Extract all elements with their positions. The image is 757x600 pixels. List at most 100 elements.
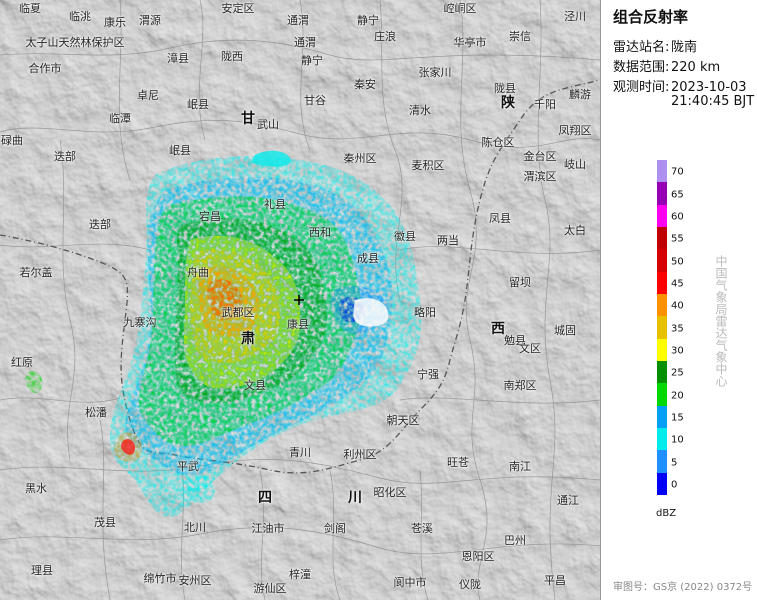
place-label: 通渭: [287, 14, 309, 27]
place-label: 金台区: [523, 150, 557, 163]
place-label: 阆中市: [393, 576, 427, 589]
place-label: 略阳: [414, 306, 436, 319]
legend-swatch: [657, 227, 667, 250]
province-label: 西: [491, 321, 505, 337]
legend-tick-label: 15: [671, 412, 684, 424]
range-value: 220 km: [671, 60, 721, 75]
place-label: 静宁: [357, 14, 379, 27]
legend-tick-label: 0: [671, 479, 678, 491]
place-label: 清水: [409, 104, 431, 117]
place-label: 凤县: [489, 212, 511, 225]
place-label: 恩阳区: [461, 550, 495, 563]
legend-tick-label: 45: [671, 278, 684, 290]
time-label: 观测时间:: [613, 80, 670, 95]
place-label: 碌曲: [1, 134, 23, 147]
place-label: 留坝: [509, 276, 531, 289]
place-label: 文区: [519, 342, 541, 355]
legend-swatch: [657, 361, 667, 384]
place-label: 旺苍: [447, 456, 469, 469]
province-boundaries: [0, 79, 600, 474]
legend-swatch: [657, 405, 667, 429]
place-label: 临夏: [19, 2, 41, 15]
time-clock: 21:40:45 BJT: [671, 94, 755, 109]
legend-swatch: [657, 472, 667, 496]
place-label: 昭化区: [373, 486, 407, 499]
place-label: 巴州: [504, 534, 526, 547]
legend-swatch: [657, 249, 667, 273]
place-label: 张家川: [418, 66, 452, 79]
place-label: 青川: [289, 446, 311, 459]
place-label: 文县: [244, 379, 266, 392]
place-label: 秦安: [354, 78, 376, 91]
legend-swatch: [657, 294, 667, 317]
map-approval-number: 审图号：GS京 (2022) 0372号: [613, 582, 753, 593]
place-label: 太子山天然林保护区: [25, 36, 125, 49]
place-label: 岷县: [187, 98, 209, 111]
legend-tick-label: 60: [671, 211, 684, 223]
place-label: 武山: [257, 118, 279, 131]
place-label: 若尔盖: [19, 266, 53, 279]
legend-tick-label: 20: [671, 390, 684, 402]
place-label: 勉县: [504, 334, 526, 347]
place-label: 剑阁: [324, 522, 346, 535]
place-label: 南江: [509, 460, 531, 473]
place-label: 华亭市: [453, 36, 487, 49]
place-label: 康县: [287, 318, 309, 331]
legend-tick-label: 70: [671, 166, 684, 178]
place-label: 凤翔区: [558, 124, 592, 137]
place-label: 徽县: [394, 230, 416, 243]
organization-vertical: 中国气象局雷达气象中心: [714, 255, 728, 387]
province-label: 甘: [241, 111, 255, 127]
radar-echo: [25, 150, 422, 518]
place-label: 朝天区: [386, 414, 420, 427]
legend-tick-label: 55: [671, 233, 684, 245]
place-label: 游仙区: [253, 582, 287, 595]
radar-map[interactable]: 临夏 临洮 康乐 渭源 安定区 通渭 静宁 崆峒区 泾川 太子山天然林保护区 通渭 庄浪 华亭市 崇信 合作…: [0, 0, 600, 600]
legend-swatch: [657, 316, 667, 340]
dbz-legend-bar: [657, 160, 667, 496]
place-label: 平武: [177, 460, 199, 473]
place-label: 迭部: [89, 218, 111, 231]
legend-swatch: [657, 383, 667, 407]
place-label: 梓潼: [289, 568, 311, 581]
place-label: 城固: [554, 324, 576, 337]
legend-swatch: [657, 428, 667, 451]
place-label: 陇西: [221, 50, 243, 63]
province-label: 陕: [501, 95, 515, 111]
range-label: 数据范围:: [613, 60, 670, 75]
place-label: 平昌: [544, 574, 566, 587]
place-label: 宕昌: [199, 210, 221, 223]
place-label: 舟曲: [187, 266, 209, 279]
place-label: 绵竹市: [143, 572, 177, 585]
station-value: 陇南: [671, 40, 698, 55]
legend-tick-label: 50: [671, 256, 684, 268]
legend-swatch: [657, 204, 667, 228]
place-label: 松潘: [85, 406, 107, 419]
county-boundaries: [0, 0, 600, 600]
place-label: 庄浪: [374, 30, 396, 43]
place-label: 陇县: [494, 82, 516, 95]
place-label: 西和: [309, 226, 331, 239]
place-label: 理县: [31, 564, 53, 577]
place-label: 南郑区: [503, 379, 537, 392]
place-label: 太白: [564, 224, 586, 237]
place-label: 北川: [184, 521, 206, 534]
place-label: 江油市: [251, 522, 285, 535]
place-label: 通渭: [294, 36, 316, 49]
place-label: 甘谷: [304, 94, 326, 107]
place-label: 安州区: [178, 574, 212, 587]
time-date: 2023-10-03: [671, 80, 747, 95]
radar-map-canvas: [0, 0, 600, 600]
place-label: 仪陇: [459, 578, 481, 591]
station-label: 雷达站名:: [613, 40, 670, 55]
place-label: 康乐: [104, 16, 126, 29]
legend-swatch: [657, 160, 667, 183]
place-label: 黑水: [25, 482, 47, 495]
place-label: 渭滨区: [523, 170, 557, 183]
place-label: 崇信: [509, 30, 531, 43]
place-label: 泾川: [564, 10, 586, 23]
radar-station-marker: [294, 295, 304, 305]
place-label: 千阳: [534, 98, 556, 111]
place-label: 渭源: [139, 14, 161, 27]
place-label: 安定区: [221, 2, 255, 15]
